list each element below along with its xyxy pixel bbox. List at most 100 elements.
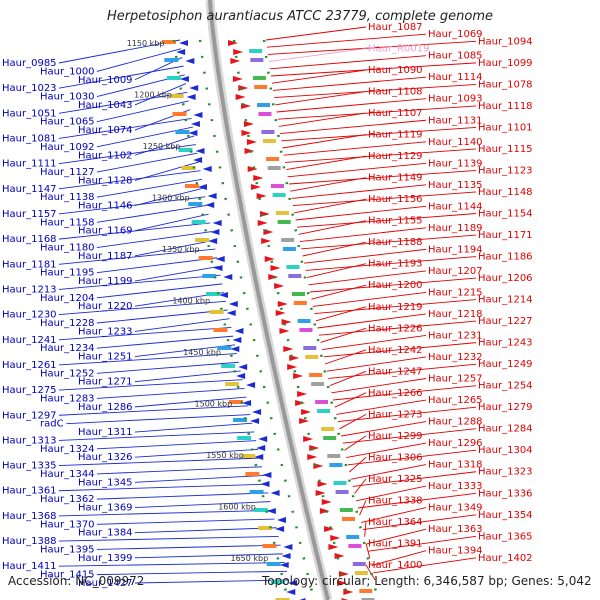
- right-gene-label: Haur_1094: [478, 36, 533, 47]
- cog-block-left: [258, 526, 273, 530]
- cog-block-left: [245, 472, 260, 476]
- forward-strand-gene: [261, 238, 272, 244]
- right-leader-line: [356, 485, 427, 502]
- left-leader-line: [134, 475, 265, 483]
- left-gene-label: Haur_1335: [2, 461, 57, 472]
- left-gene-label: Haur_1297: [2, 410, 57, 421]
- right-leader-line: [270, 62, 477, 77]
- cog-block-left: [166, 76, 181, 80]
- cog-block-right: [286, 265, 300, 269]
- kbp-tick-label: 1350 kbp: [162, 245, 200, 254]
- cog-block-left: [175, 130, 190, 134]
- cog-block-right: [354, 571, 368, 575]
- right-leader-line: [371, 550, 427, 567]
- reverse-strand-gene: [250, 418, 260, 424]
- right-leader-line: [267, 40, 477, 55]
- left-leader-line: [134, 553, 283, 559]
- right-gene-label: Haur_1144: [428, 201, 483, 212]
- right-leader-line: [354, 478, 367, 494]
- left-gene-label: Haur_1368: [2, 511, 57, 522]
- cog-block-left: [266, 562, 281, 566]
- left-gene-label: Haur_1228: [40, 318, 95, 329]
- right-gene-label: Haur_1284: [478, 424, 533, 435]
- reverse-strand-gene: [178, 40, 188, 46]
- reverse-strand-gene: [288, 580, 298, 586]
- cog-block-right: [341, 517, 355, 521]
- cog-block-right: [335, 490, 349, 494]
- cog-block-right: [277, 220, 291, 224]
- reverse-strand-gene: [283, 544, 293, 550]
- forward-strand-gene: [324, 526, 335, 532]
- right-leader-line: [308, 270, 427, 286]
- reverse-strand-gene: [213, 265, 223, 271]
- right-gene-label: Haur_1069: [428, 29, 483, 40]
- left-gene-label: Haur_1345: [78, 477, 133, 488]
- right-gene-label: Haur_1156: [368, 194, 423, 205]
- reverse-strand-gene: [210, 229, 220, 235]
- right-leader-line: [318, 320, 477, 336]
- left-leader-line: [134, 501, 271, 508]
- right-leader-line: [288, 170, 477, 185]
- right-leader-line: [290, 177, 367, 192]
- right-gene-label: Haur_1114: [428, 72, 483, 83]
- cog-block-left: [209, 310, 224, 314]
- reverse-strand-gene: [266, 508, 276, 514]
- cog-block-left: [169, 94, 184, 98]
- left-gene-label: Haur_1030: [40, 92, 95, 103]
- right-gene-label: Haur_1354: [478, 510, 533, 521]
- forward-strand-gene: [319, 508, 330, 514]
- reverse-strand-gene: [234, 328, 244, 334]
- right-gene-label: Haur_1101: [478, 122, 533, 133]
- left-leader-line: [58, 196, 206, 215]
- right-gene-label: Haur_1186: [478, 252, 533, 263]
- cog-block-right: [352, 562, 366, 566]
- right-gene-label: Haur_1171: [478, 230, 533, 241]
- left-leader-line: [58, 353, 237, 366]
- right-leader-line: [361, 507, 427, 523]
- left-gene-label: Haur_1271: [78, 377, 133, 388]
- left-leader-line: [96, 309, 228, 324]
- left-leader-line: [96, 518, 275, 525]
- cog-block-right: [257, 103, 271, 107]
- right-gene-label: Haur_1085: [428, 51, 483, 62]
- left-leader-line: [58, 326, 232, 341]
- right-gene-label: Haur_1108: [368, 87, 423, 98]
- right-gene-label: Haur_1215: [428, 287, 483, 298]
- left-gene-label: Haur_1138: [40, 192, 95, 203]
- left-gene-label: Haur_1102: [78, 150, 133, 161]
- reverse-strand-gene: [260, 481, 270, 487]
- right-gene-label: Haur_R0019: [368, 44, 430, 55]
- forward-strand-gene: [241, 130, 252, 136]
- cog-block-left: [181, 166, 196, 170]
- left-gene-label: Haur_1157: [2, 209, 57, 220]
- right-gene-label: Haur_1087: [368, 22, 423, 33]
- left-leader-line: [134, 422, 253, 433]
- right-gene-label: Haur_1254: [478, 381, 533, 392]
- right-leader-line: [302, 241, 367, 257]
- cog-block-left: [198, 256, 213, 260]
- left-leader-line: [96, 544, 281, 550]
- kbp-tick-label: 1650 kbp: [230, 554, 268, 563]
- cog-block-left: [262, 544, 277, 548]
- dotted-ring-3: [262, 39, 380, 600]
- left-gene-label: Haur_1000: [40, 66, 95, 77]
- right-gene-label: Haur_1115: [478, 144, 533, 155]
- left-gene-label: Haur_1399: [78, 553, 133, 564]
- left-gene-label: Haur_1199: [78, 276, 133, 287]
- reverse-strand-gene: [218, 292, 228, 298]
- right-gene-label: Haur_1090: [368, 65, 423, 76]
- left-gene-label: Haur_1204: [40, 293, 95, 304]
- right-gene-label: Haur_1214: [478, 295, 533, 306]
- cog-block-right: [329, 463, 343, 467]
- left-leader-line: [134, 83, 187, 106]
- cog-block-right: [254, 85, 268, 89]
- cog-block-right: [339, 508, 353, 512]
- right-gene-label: Haur_1107: [368, 108, 423, 119]
- right-gene-label: Haur_1131: [428, 115, 483, 126]
- cog-block-left: [275, 598, 290, 600]
- right-gene-label: Haur_1218: [428, 309, 483, 320]
- forward-strand-gene: [232, 76, 243, 82]
- cog-block-left: [191, 220, 206, 224]
- right-gene-label: Haur_1257: [428, 373, 483, 384]
